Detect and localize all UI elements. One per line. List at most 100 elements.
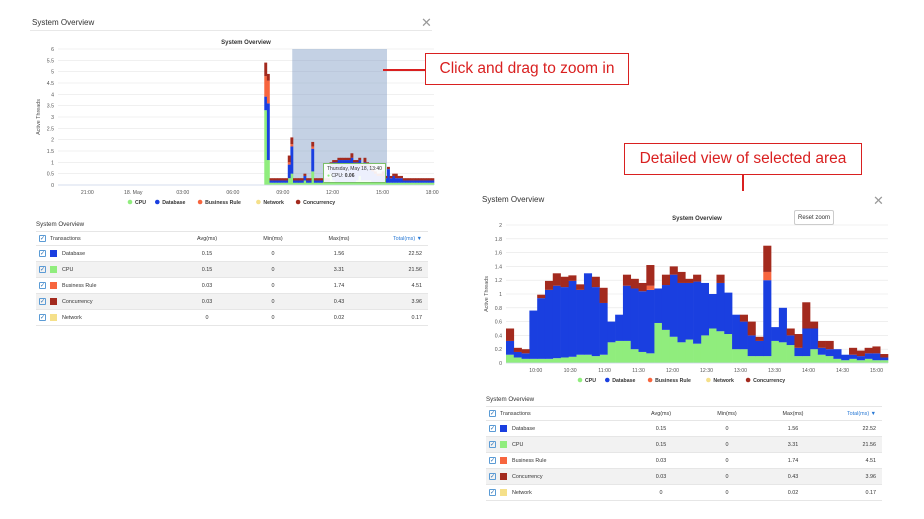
cell-max: 1.56 [333,250,345,257]
area-segment-database [394,178,398,183]
area-segment-database [864,353,873,359]
row-checkbox[interactable]: ✓ [489,473,496,480]
x-tick-label: 12:00 [666,368,679,374]
y-tick-label: 4.5 [47,81,54,87]
area-segment-database [397,178,401,183]
x-tick-label: 15:00 [870,368,883,374]
y-tick-label: 0.2 [495,347,502,353]
table-row[interactable]: ✓ CPU 0.15 0 3.31 21.56 [486,437,882,453]
tooltip-series-dot: ● [327,173,331,179]
header-avgms[interactable]: Avg(ms) [197,235,217,242]
area-segment-cpu [420,182,424,185]
area-segment-concurrency [825,340,834,350]
area-segment-database [661,285,671,330]
legend-marker[interactable] [127,199,133,205]
overview-chart[interactable]: System Overview 0 0.5 1 1.5 2 2.5 3 3.5 4 4.5 5 5.5 6… [28,30,439,215]
legend-item-business-rule[interactable]: Business Rule [655,378,691,384]
legend-item-database[interactable]: Database [612,378,635,384]
legend-item-cpu[interactable]: CPU [135,200,146,206]
x-tick-label: 14:00 [802,368,815,374]
row-checkbox[interactable]: ✓ [39,314,46,321]
area-segment-concurrency [389,175,393,179]
area-segment-concurrency [392,173,396,176]
legend-marker[interactable] [745,377,751,383]
header-minms[interactable]: Min(ms) [717,410,737,417]
area-segment-database [693,281,702,344]
sort-desc-icon[interactable]: ▼ [870,410,876,417]
area-segment-cpu [394,182,398,185]
header-maxms[interactable]: Max(ms) [328,235,350,242]
area-segment-concurrency [426,178,430,181]
sort-desc-icon[interactable]: ▼ [416,235,422,242]
header-total[interactable]: Total(ms) ▼ [392,235,422,242]
row-checkbox[interactable]: ✓ [39,282,46,289]
legend-marker[interactable] [605,377,610,383]
select-all-checkbox[interactable]: ✓ [489,410,496,417]
legend-item-database[interactable]: Database [162,200,185,206]
x-tick-label: 12:30 [700,368,713,374]
row-checkbox[interactable]: ✓ [489,441,496,448]
legend-marker[interactable] [197,199,203,205]
legend-item-network[interactable]: Network [713,378,734,384]
legend-marker[interactable] [256,199,261,205]
row-checkbox[interactable]: ✓ [39,250,46,257]
area-segment-cpu [342,182,346,185]
y-tick-label: 4 [51,92,54,98]
legend-item-concurrency[interactable]: Concurrency [753,378,785,384]
header-avgms[interactable]: Avg(ms) [651,410,671,417]
area-segment-cpu [324,182,328,185]
table-row[interactable]: ✓ Database 0.15 0 1.56 22.52 [36,246,428,262]
table-row[interactable]: ✓ Network 0 0 0.02 0.17 [486,485,882,501]
area-segment-concurrency [685,278,694,283]
area-segment-concurrency [638,282,647,292]
table-row[interactable]: ✓ Concurrency 0.03 0 0.43 3.96 [486,469,882,485]
select-all-checkbox[interactable]: ✓ [39,235,46,242]
legend-marker[interactable] [577,377,583,383]
row-checkbox[interactable]: ✓ [39,266,46,273]
area-segment-database [285,180,289,183]
legend-marker[interactable] [295,199,301,205]
table-row[interactable]: ✓ Network 0 0 0.02 0.17 [36,310,428,326]
area-segment-concurrency [340,157,343,161]
legend-marker[interactable] [706,377,711,383]
area-segment-database [311,148,315,172]
table-row[interactable]: ✓ Database 0.15 0 1.56 22.52 [486,421,882,437]
area-segment-cpu [316,182,320,185]
row-checkbox[interactable]: ✓ [39,298,46,305]
row-transaction-cell: ✓ Concurrency [36,298,174,305]
legend-item-concurrency[interactable]: Concurrency [303,200,335,206]
legend-marker[interactable] [155,199,160,205]
legend-item-network[interactable]: Network [263,200,284,206]
close-icon[interactable]: ✕ [873,193,884,208]
area-segment-concurrency [350,153,354,158]
row-checkbox[interactable]: ✓ [489,457,496,464]
zoom-callout-line [383,69,427,71]
legend-marker[interactable] [647,377,653,383]
area-segment-cpu [402,182,406,185]
area-segment-cpu [313,182,317,185]
header-minms[interactable]: Min(ms) [263,235,283,242]
detail-chart[interactable]: System Overview 0 0.2 0.4 0.6 0.8 1 1.2 1.4 1.6 1.… [476,208,892,390]
close-icon[interactable]: ✕ [421,15,432,30]
table-row[interactable]: ✓ Business Rule 0.03 0 1.74 4.51 [486,453,882,469]
area-segment-concurrency [552,273,561,286]
legend-item-business-rule[interactable]: Business Rule [205,200,241,206]
reset-zoom-button[interactable]: Reset zoom [794,210,834,225]
table-row[interactable]: ✓ CPU 0.15 0 3.31 21.56 [36,262,428,278]
panel-divider [30,30,432,31]
area-segment-database [420,180,424,183]
area-segment-concurrency [334,160,338,163]
area-segment-concurrency [864,347,873,354]
header-maxms[interactable]: Max(ms) [782,410,804,417]
area-segment-database [778,307,787,343]
legend-item-cpu[interactable]: CPU [585,378,596,384]
header-total[interactable]: Total(ms) ▼ [846,410,876,417]
area-segment-database [591,287,600,357]
area-segment-cpu [290,173,294,185]
row-checkbox[interactable]: ✓ [489,425,496,432]
table-row[interactable]: ✓ Concurrency 0.03 0 0.43 3.96 [36,294,428,310]
panel-title: System Overview [482,195,545,204]
area-segment-database [810,328,819,350]
table-row[interactable]: ✓ Business Rule 0.03 0 1.74 4.51 [36,278,428,294]
row-checkbox[interactable]: ✓ [489,489,496,496]
